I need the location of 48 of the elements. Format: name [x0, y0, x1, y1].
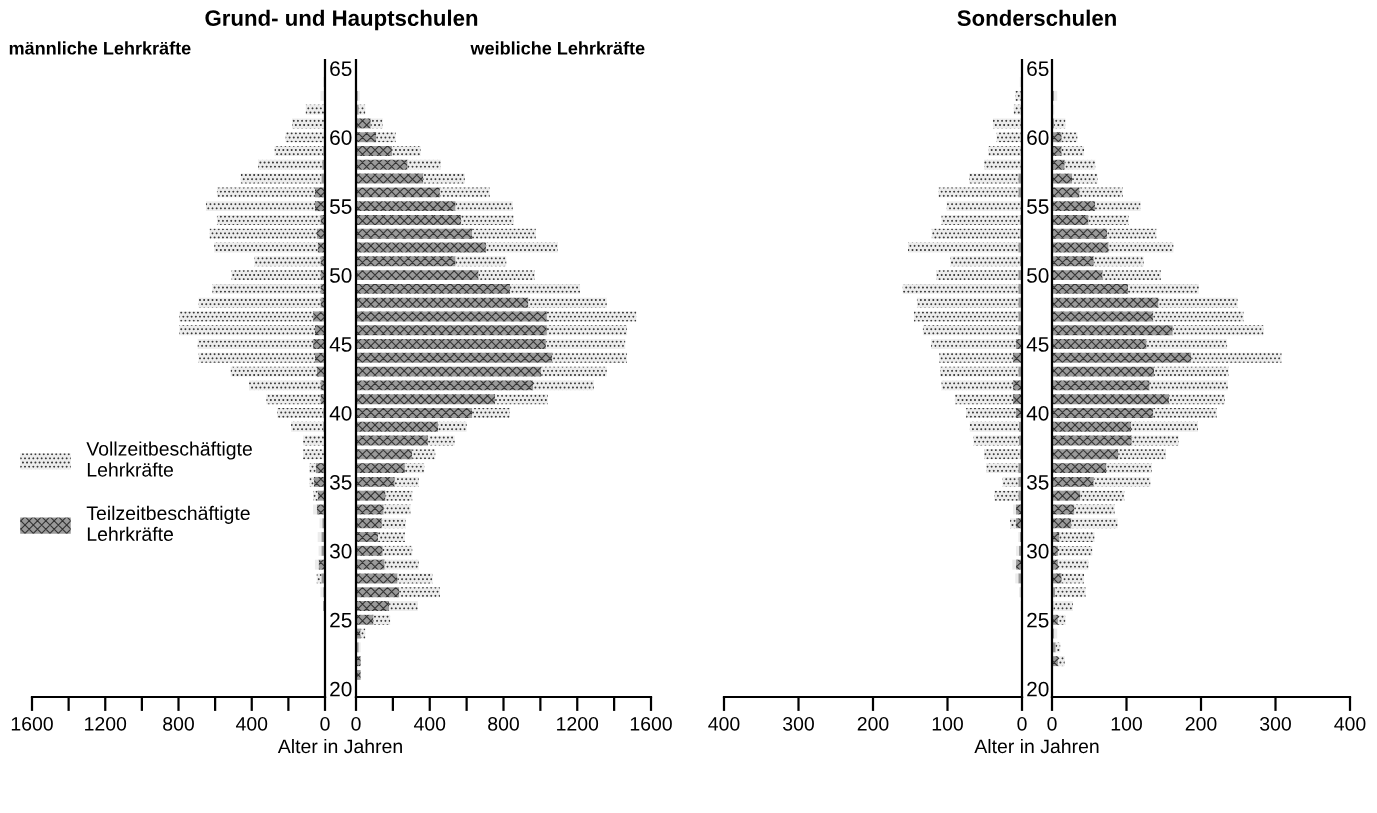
legend-label: Teilzeitbeschäftigte Lehrkräfte — [86, 505, 250, 542]
y-tick-label: 25 — [1027, 612, 1049, 628]
x-tick-label: 800 — [488, 716, 519, 731]
x-tick-label: 0 — [1017, 716, 1027, 731]
y-tick-label: 40 — [329, 405, 352, 421]
y-tick-label: 60 — [330, 130, 352, 145]
y-tick-label: 60 — [1027, 130, 1049, 145]
x-tick-label: 400 — [235, 716, 268, 731]
chart-title: Sonderschulen — [957, 9, 1116, 26]
x-tick-label: 200 — [857, 716, 889, 731]
y-tick-label: 30 — [1026, 543, 1049, 559]
y-tick-label: 45 — [1026, 337, 1049, 352]
chart-subtitle: männliche Lehrkräfte — [9, 41, 191, 55]
y-tick-label: 20 — [330, 681, 352, 697]
x-tick-label: 0 — [351, 716, 361, 731]
y-tick-label: 25 — [330, 612, 352, 628]
x-tick-label: 100 — [1111, 716, 1142, 731]
y-tick-label: 20 — [1027, 681, 1049, 697]
y-tick-label: 65 — [1027, 61, 1049, 77]
x-tick-label: 800 — [163, 716, 194, 731]
y-tick-label: 50 — [330, 268, 352, 283]
x-tick-label: 1600 — [11, 716, 53, 731]
x-tick-label: 0 — [320, 716, 330, 731]
x-tick-label: 300 — [1260, 716, 1291, 731]
y-tick-label: 35 — [1026, 474, 1049, 490]
y-tick-label: 55 — [1027, 199, 1049, 214]
legend-label: Vollzeitbeschäftigte Lehrkräfte — [86, 441, 252, 477]
x-tick-label: 400 — [413, 716, 446, 731]
y-tick-label: 45 — [329, 337, 352, 352]
x-tick-label: 300 — [783, 716, 814, 731]
chart-title: Grund- und Hauptschulen — [205, 9, 478, 31]
y-tick-label: 65 — [330, 61, 352, 77]
y-axis-title: Alter in Jahren — [974, 738, 1099, 754]
x-tick-label: 400 — [708, 716, 740, 731]
x-tick-label: 1200 — [85, 716, 127, 731]
y-tick-label: 50 — [1027, 268, 1049, 283]
y-tick-label: 30 — [329, 543, 352, 559]
x-tick-label: 0 — [1047, 716, 1057, 731]
y-tick-label: 55 — [330, 199, 352, 214]
x-tick-label: 400 — [1334, 716, 1366, 731]
y-tick-label: 40 — [1026, 405, 1049, 421]
y-axis-title: Alter in Jahren — [277, 738, 402, 754]
x-tick-label: 1200 — [557, 716, 599, 731]
y-tick-label: 35 — [329, 474, 352, 490]
x-tick-label: 100 — [932, 716, 963, 731]
x-tick-label: 1600 — [630, 716, 672, 731]
x-tick-label: 200 — [1185, 716, 1217, 731]
chart-subtitle: weibliche Lehrkräfte — [470, 41, 645, 55]
